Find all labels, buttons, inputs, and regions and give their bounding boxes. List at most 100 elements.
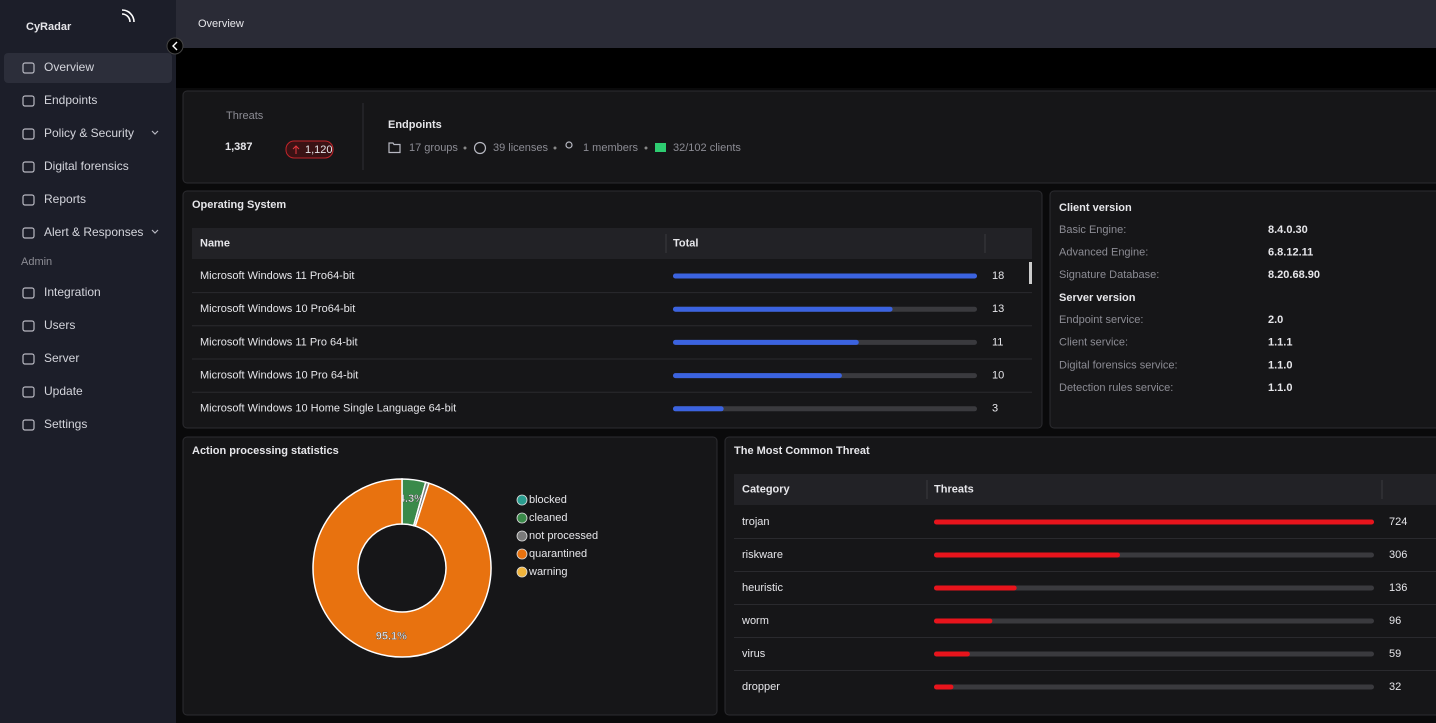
- collapse-icon: [172, 41, 178, 51]
- nav-section: Admin: [21, 256, 52, 268]
- chart-title: Action processing statistics: [192, 445, 339, 457]
- row-name: trojan: [742, 516, 770, 528]
- legend-label[interactable]: blocked: [529, 494, 567, 506]
- nav-item[interactable]: Reports: [44, 192, 86, 206]
- nav-item[interactable]: Alert & Responses: [44, 225, 143, 239]
- table-header: [192, 228, 1032, 259]
- nav-item[interactable]: Digital forensics: [44, 159, 129, 173]
- bar-track: [934, 651, 1374, 657]
- row-value: 11: [992, 336, 1003, 348]
- up-arrow: [292, 145, 300, 154]
- nav-icon: [22, 419, 35, 431]
- row-value: 306: [1389, 549, 1407, 561]
- slice-label: 95.1%: [376, 631, 407, 643]
- chevron: [151, 130, 159, 135]
- icon-users: [565, 141, 573, 149]
- legend-swatch: [516, 548, 528, 560]
- row-name: Microsoft Windows 11 Pro 64-bit: [200, 336, 358, 348]
- table-header: [734, 474, 1436, 505]
- nav-icon: [22, 128, 35, 140]
- nav-item[interactable]: Endpoints: [44, 93, 97, 107]
- row-name: Microsoft Windows 11 Pro64-bit: [200, 270, 354, 282]
- column-header: Category: [742, 483, 791, 495]
- dot: [463, 146, 467, 150]
- bar: [673, 339, 859, 345]
- nav-active: [4, 53, 172, 83]
- section-title: Server version: [1059, 292, 1136, 304]
- column-header: Threats: [934, 483, 974, 495]
- brand[interactable]: CyRadar: [26, 21, 72, 33]
- endpoint-stat: 17 groups: [409, 142, 458, 154]
- nav-icon: [22, 320, 35, 332]
- nav-item[interactable]: Users: [44, 318, 75, 332]
- brand-icon: [121, 9, 135, 23]
- nav-icon: [22, 95, 35, 107]
- row-name: riskware: [742, 549, 783, 561]
- bar: [934, 552, 1120, 558]
- endpoint-stat: 1 members: [583, 142, 639, 154]
- nav-item[interactable]: Update: [44, 384, 83, 398]
- column-header: Name: [200, 237, 230, 249]
- nav-icon: [22, 194, 35, 206]
- panel-title: Operating System: [192, 199, 286, 211]
- collapse-button[interactable]: [166, 37, 184, 55]
- legend-swatch: [516, 494, 528, 506]
- bar: [673, 306, 893, 312]
- scrollbar[interactable]: [1029, 262, 1032, 284]
- page-title: Overview: [198, 18, 244, 30]
- nav: Overview Endpoints Policy & Security Digita…: [21, 60, 143, 431]
- legend-swatch: [516, 566, 528, 578]
- version-value: 2.0: [1268, 314, 1283, 326]
- nav-item[interactable]: Integration: [44, 285, 101, 299]
- column-header: Total: [673, 237, 698, 249]
- threat-panel: [724, 436, 1436, 716]
- version-label: Detection rules service:: [1059, 382, 1173, 394]
- version-value: 1.1.0: [1268, 382, 1292, 394]
- row-value: 13: [992, 303, 1004, 315]
- version-panel: [1049, 190, 1436, 429]
- legend-label[interactable]: warning: [528, 566, 568, 578]
- nav-icon: [22, 62, 35, 74]
- legend-label[interactable]: quarantined: [529, 548, 587, 560]
- version-label: Endpoint service:: [1059, 314, 1143, 326]
- nav-item[interactable]: Settings: [44, 417, 87, 431]
- section-title: Client version: [1059, 202, 1132, 214]
- version-value: 8.4.0.30: [1268, 224, 1308, 236]
- nav-item[interactable]: Server: [44, 351, 79, 365]
- nav-item[interactable]: Overview: [44, 60, 94, 74]
- bar: [934, 585, 1017, 591]
- chart: 4.3% 95.1% blocked cleaned not processed quar…: [312, 478, 598, 658]
- panel-title: The Most Common Threat: [734, 445, 870, 457]
- version-label: Client service:: [1059, 337, 1128, 349]
- endpoints-title: Endpoints: [388, 119, 442, 131]
- threats-badge: [285, 140, 334, 159]
- legend-label[interactable]: not processed: [529, 530, 598, 542]
- legend-swatch: [516, 530, 528, 542]
- bar-track: [934, 684, 1374, 690]
- row-value: 3: [992, 403, 998, 415]
- row-name: virus: [742, 648, 766, 660]
- version-label: Advanced Engine:: [1059, 246, 1148, 258]
- slice: [312, 478, 492, 658]
- version-label: Basic Engine:: [1059, 224, 1126, 236]
- version-value: 8.20.68.90: [1268, 269, 1320, 281]
- nav-icon: [22, 353, 35, 365]
- dot: [644, 146, 648, 150]
- bar-track: [934, 585, 1374, 591]
- version-value: 1.1.1: [1268, 337, 1292, 349]
- bar: [934, 618, 993, 624]
- versions: Client version Basic Engine: 8.4.0.30 Advan…: [1059, 202, 1320, 394]
- nav-icon: [22, 161, 35, 173]
- row-name: dropper: [742, 681, 780, 693]
- threats-change: 1,120: [305, 144, 333, 156]
- row-name: Microsoft Windows 10 Pro 64-bit: [200, 370, 358, 382]
- tables: Name Total Microsoft Windows 11 Pro64-bit 1…: [192, 228, 1436, 693]
- nav-item[interactable]: Policy & Security: [44, 126, 134, 140]
- legend-label[interactable]: cleaned: [529, 512, 568, 524]
- bar-track: [934, 618, 1374, 624]
- icon-check: [473, 141, 487, 155]
- row-value: 136: [1389, 582, 1407, 594]
- bar: [673, 373, 842, 379]
- version-value: 1.1.0: [1268, 359, 1292, 371]
